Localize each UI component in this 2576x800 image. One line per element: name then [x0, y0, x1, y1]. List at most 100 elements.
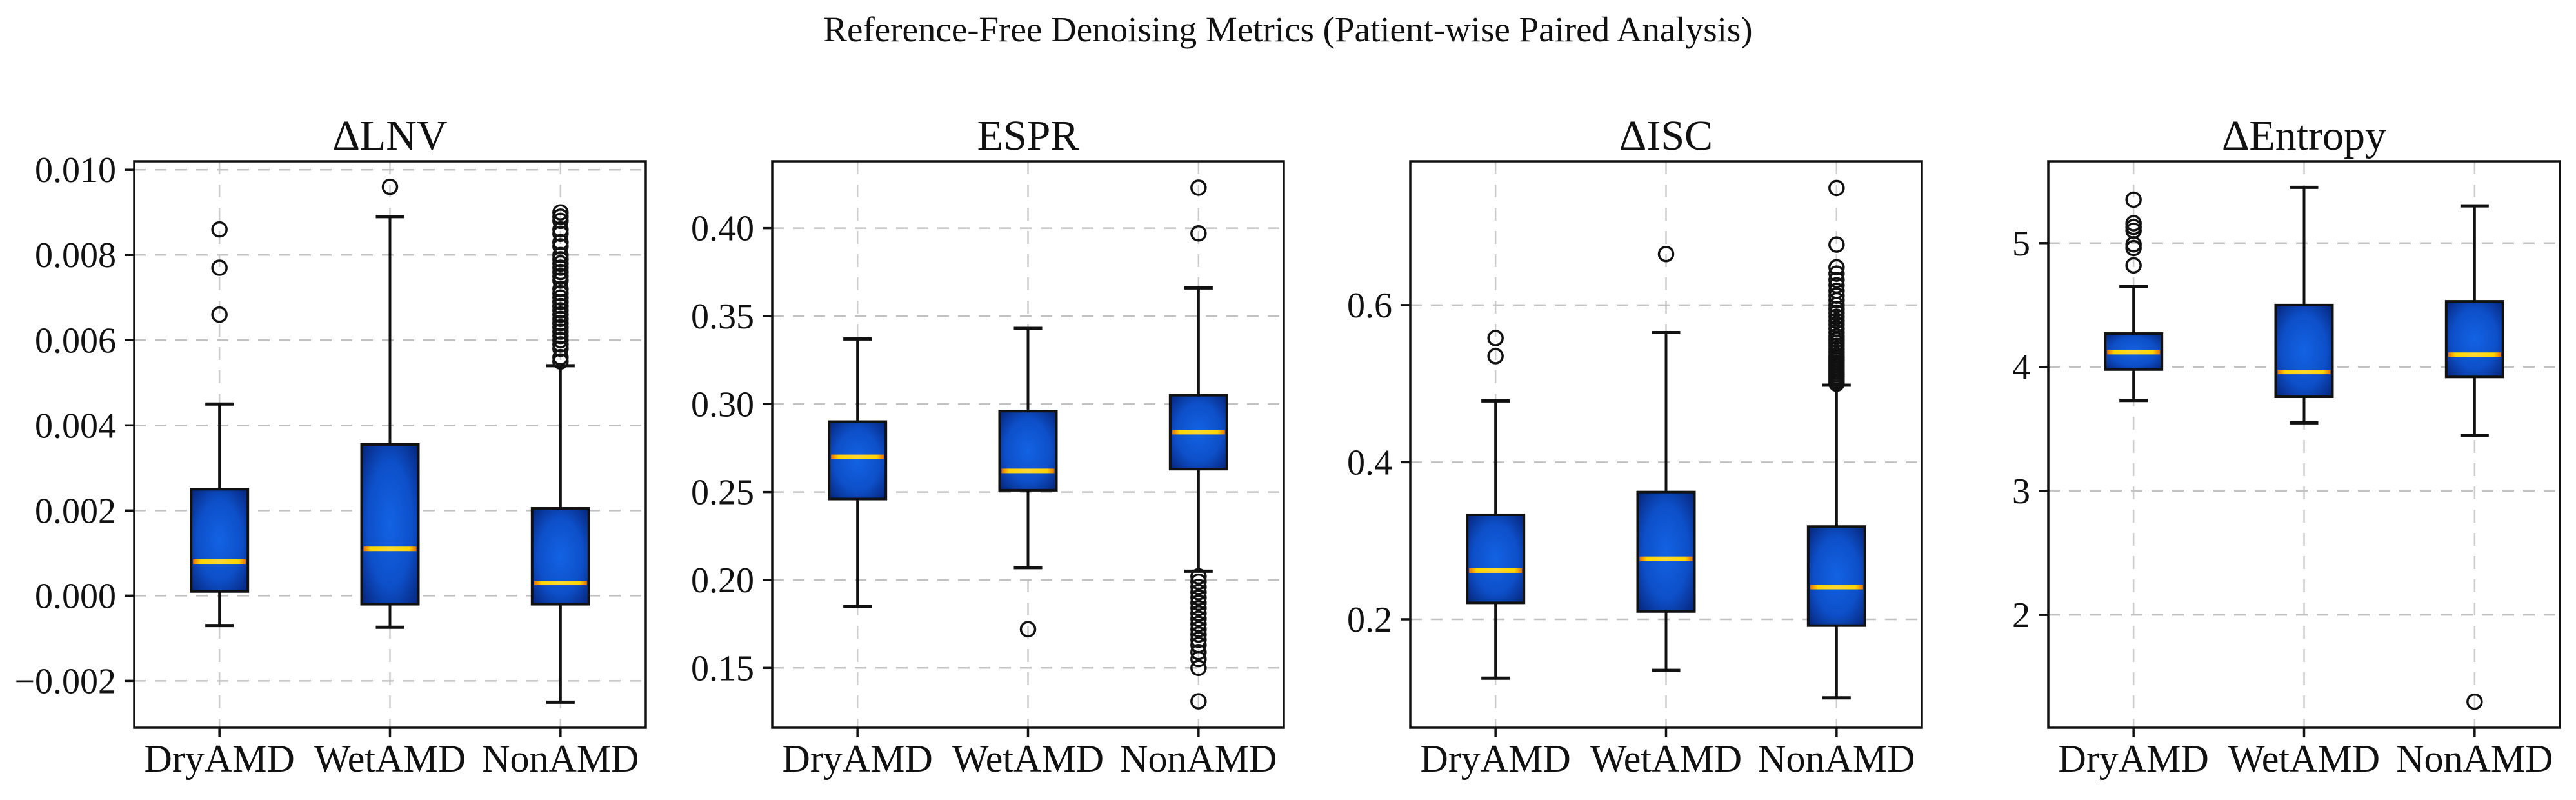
- x-category-label: NonAMD: [2396, 737, 2553, 780]
- outlier-point: [552, 319, 569, 336]
- subplot-title: ΔEntropy: [2222, 112, 2386, 159]
- median-line: [1001, 468, 1055, 474]
- outlier-point: [2125, 191, 2142, 208]
- y-tick-label: 0.35: [691, 297, 754, 337]
- outlier-point: [552, 323, 569, 340]
- box-rect: [190, 488, 250, 593]
- y-tick-label: 0.4: [1347, 443, 1392, 483]
- outlier-point: [1828, 179, 1845, 197]
- outlier-point: [1190, 589, 1207, 606]
- y-tick-label: 5: [2012, 224, 2030, 264]
- subplot-espr: 0.15 0.20 0.25 0.30 0.35 0.40 DryAMD WetAMD NonA…: [691, 112, 1285, 780]
- box-rect: [1806, 525, 1866, 627]
- median-line: [1639, 556, 1693, 561]
- outlier-point: [1657, 245, 1675, 263]
- median-line: [193, 559, 246, 565]
- boxplot-dryamd: [2104, 191, 2164, 403]
- outlier-point: [1190, 584, 1207, 601]
- y-tick-label: 0.008: [35, 235, 116, 275]
- median-line: [831, 454, 884, 459]
- subplot-isc: 0.2 0.4 0.6 DryAMD WetAMD NonAMD ΔISC: [1347, 112, 1923, 780]
- outlier-point: [1190, 644, 1207, 661]
- outlier-point: [552, 251, 569, 268]
- x-category-label: WetAMD: [314, 737, 466, 780]
- subplot-lnv: −0.002 0.000 0.002 0.004 0.006 0.008 0.010 DryA…: [14, 112, 647, 780]
- outlier-point: [552, 268, 569, 285]
- outlier-point: [552, 234, 569, 251]
- boxplot-wetamd: [360, 178, 420, 629]
- box-rect: [1466, 513, 1526, 605]
- outlier-point: [552, 306, 569, 323]
- outlier-point: [2466, 693, 2483, 710]
- outlier-point: [552, 332, 569, 349]
- outlier-point: [552, 238, 569, 255]
- boxplot-wetamd: [2274, 185, 2334, 425]
- outlier-point: [552, 221, 569, 238]
- x-category-label: DryAMD: [145, 737, 295, 780]
- outlier-point: [1190, 693, 1207, 710]
- outlier-point: [552, 315, 569, 332]
- median-line: [363, 546, 417, 552]
- box-rect: [1636, 490, 1696, 613]
- outlier-point: [1190, 610, 1207, 627]
- outlier-point: [1828, 259, 1845, 276]
- outlier-point: [1190, 637, 1207, 654]
- outlier-point: [552, 246, 569, 263]
- y-tick-label: 0.30: [691, 385, 754, 425]
- outlier-point: [1190, 568, 1207, 585]
- subplot-title: ESPR: [977, 112, 1079, 159]
- outlier-point: [1190, 179, 1207, 196]
- x-category-label: NonAMD: [482, 737, 639, 780]
- box-rect: [2274, 303, 2334, 399]
- outlier-point: [1190, 631, 1207, 648]
- outlier-point: [552, 302, 569, 319]
- outlier-point: [1828, 287, 1845, 304]
- subplot-title: ΔISC: [1619, 112, 1713, 159]
- outlier-point: [2125, 257, 2142, 274]
- outlier-point: [552, 310, 569, 328]
- outlier-point: [1828, 272, 1845, 288]
- x-category-label: NonAMD: [1758, 737, 1915, 780]
- outlier-point: [1190, 605, 1207, 622]
- boxplot-wetamd: [998, 326, 1058, 638]
- y-tick-label: 0.002: [35, 491, 116, 531]
- subplot-title: ΔLNV: [332, 112, 447, 159]
- outlier-point: [552, 289, 569, 306]
- outlier-point: [1019, 621, 1037, 638]
- median-line: [534, 581, 587, 586]
- outlier-point: [1828, 283, 1845, 299]
- outlier-point: [1828, 265, 1845, 282]
- outlier-point: [552, 285, 569, 302]
- box-rect: [998, 410, 1058, 492]
- outlier-point: [552, 281, 569, 297]
- outlier-point: [552, 340, 569, 357]
- outlier-point: [381, 178, 399, 195]
- boxplot-wetamd: [1636, 245, 1696, 672]
- x-category-label: WetAMD: [2228, 737, 2380, 780]
- outlier-point: [552, 272, 569, 289]
- figure-suptitle: Reference-Free Denoising Metrics (Patien…: [823, 10, 1753, 49]
- x-category-label: DryAMD: [1421, 737, 1571, 780]
- outlier-point: [552, 297, 569, 315]
- outlier-point: [552, 255, 569, 272]
- outlier-point: [1190, 594, 1207, 612]
- outlier-point: [552, 212, 569, 230]
- outlier-point: [552, 259, 569, 276]
- outlier-point: [552, 208, 569, 225]
- y-tick-label: 0.010: [35, 150, 116, 190]
- y-tick-label: 0.006: [35, 321, 116, 361]
- subplot-entropy: 2 3 4 5 DryAMD WetAMD NonAMD ΔEntropy: [2012, 112, 2561, 780]
- outlier-point: [1190, 659, 1207, 677]
- y-tick-label: 0.2: [1347, 600, 1392, 640]
- outlier-point: [2125, 215, 2142, 232]
- box-rect: [360, 443, 420, 606]
- outlier-point: [211, 259, 228, 276]
- outlier-point: [552, 348, 569, 366]
- outlier-point: [552, 327, 569, 345]
- outlier-point: [552, 263, 569, 281]
- outlier-point: [1487, 330, 1504, 346]
- box-rect: [2444, 300, 2504, 379]
- y-tick-label: −0.002: [14, 661, 116, 701]
- outlier-point: [1190, 626, 1207, 643]
- boxplot-nonamd: [530, 204, 590, 704]
